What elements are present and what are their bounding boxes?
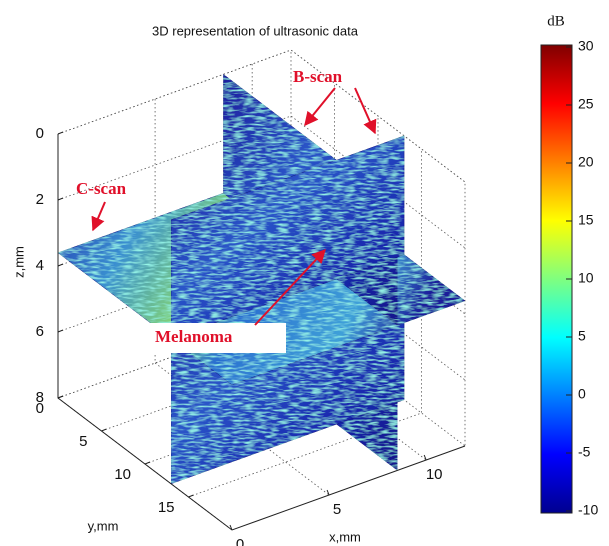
- z-tick-label: 2: [36, 191, 44, 208]
- colorbar-tick-label: 15: [578, 212, 594, 228]
- colorbar-tick-label: 30: [578, 38, 594, 54]
- y-tick: [58, 396, 63, 398]
- x-tick-label: 5: [333, 501, 341, 518]
- colorbar-tick-label: 5: [578, 328, 586, 344]
- annotation: Melanoma: [155, 327, 233, 346]
- y-axis-label: y,mm: [88, 518, 119, 533]
- y-tick: [145, 462, 150, 464]
- y-tick: [102, 429, 107, 431]
- colorbar-tick-label: 25: [578, 96, 594, 112]
- arrow: [355, 88, 375, 133]
- y-tick-label: 10: [114, 466, 131, 483]
- z-tick: [58, 198, 63, 200]
- colorbar-tick-label: -10: [578, 502, 598, 518]
- y-tick-label: 0: [36, 400, 44, 417]
- colorbar-tick-label: 20: [578, 154, 594, 170]
- x-tick-label: 0: [236, 536, 244, 546]
- z-axis-label: z,mm: [11, 246, 26, 278]
- x-axis-label: x,mm: [329, 529, 361, 544]
- y-tick: [189, 495, 194, 497]
- z-tick-label: 6: [36, 323, 44, 340]
- y-tick-label: 15: [158, 499, 175, 516]
- x-tick-label: 10: [426, 466, 443, 483]
- arrow: [93, 202, 105, 230]
- annotation: B-scan: [293, 67, 343, 86]
- slices: [58, 74, 465, 483]
- annotation: C-scan: [76, 179, 127, 198]
- z-tick: [58, 132, 63, 134]
- colorbar: dB -10 -5 0 5 10 15 20 25 30: [541, 13, 598, 517]
- colorbar-tick-label: 0: [578, 386, 586, 402]
- colorbar-label: dB: [547, 13, 565, 29]
- chart: 024680510150510 3D representation of ult…: [0, 0, 609, 546]
- z-tick: [58, 330, 63, 332]
- z-tick-label: 0: [36, 125, 44, 142]
- colorbar-tick-label: 10: [578, 270, 594, 286]
- y-tick-label: 5: [79, 433, 87, 450]
- arrow: [305, 88, 335, 125]
- z-tick-label: 4: [36, 257, 44, 274]
- colorbar-tick-label: -5: [578, 444, 591, 460]
- z-tick: [58, 264, 63, 266]
- chart-title: 3D representation of ultrasonic data: [152, 23, 359, 38]
